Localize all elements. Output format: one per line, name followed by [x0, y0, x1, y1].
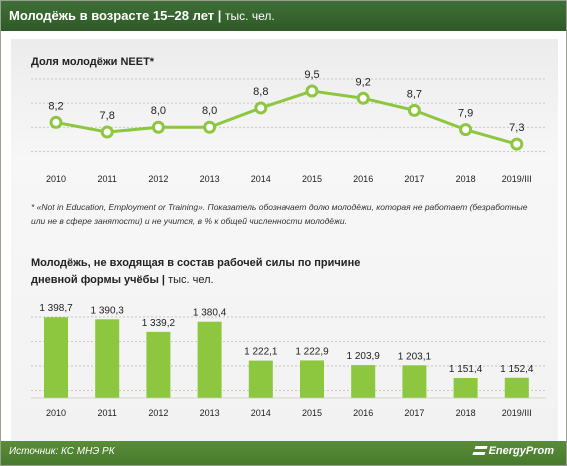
- bar-value-label-2014: 1 222,1: [244, 347, 278, 358]
- page-title-separator: |: [217, 8, 226, 23]
- line-value-label-2014: 8,8: [253, 86, 268, 98]
- line-value-label-2015: 9,5: [304, 69, 319, 81]
- line-value-label-2010: 8,2: [48, 100, 63, 112]
- line-tick-label-2018: 2018: [456, 174, 476, 184]
- page-title: Молодёжь в возрасте 15–28 лет | тыс. чел…: [9, 8, 275, 23]
- line-point-2017: [407, 103, 421, 117]
- line-chart-title: Доля молодёжи NEET*: [31, 56, 155, 68]
- bar-tick-label-2011: 2011: [98, 408, 117, 418]
- bar-chart-title-separator: |: [161, 274, 169, 286]
- line-point-2014: [254, 101, 268, 115]
- line-tick-label-2015: 2015: [302, 174, 322, 184]
- bar-tick-label-2016: 2016: [353, 408, 373, 418]
- line-point-2012: [151, 120, 165, 134]
- line-tick-label-2019/III: 2019/III: [502, 174, 532, 184]
- line-value-label-2016: 9,2: [356, 76, 371, 88]
- bar-chart-title-line2: дневной формы учёбы: [31, 274, 159, 286]
- line-value-label-2013: 8,0: [202, 105, 217, 117]
- line-tick-label-2017: 2017: [404, 174, 424, 184]
- line-point-2018: [459, 123, 473, 137]
- bar-value-label-2010: 1 398,7: [39, 303, 73, 314]
- bar-value-label-2016: 1 203,9: [347, 351, 381, 362]
- line-value-label-2017: 8,7: [407, 88, 422, 100]
- bar-2012: [146, 331, 171, 398]
- line-point-2013: [203, 120, 217, 134]
- bar-tick-label-2018: 2018: [456, 408, 476, 418]
- bar-2013: [197, 321, 222, 398]
- bar-2015: [300, 360, 324, 398]
- bar-tick-label-2019/III: 2019/III: [502, 408, 532, 418]
- bar-tick-label-2010: 2010: [46, 408, 66, 418]
- bar-value-label-2013: 1 380,4: [193, 308, 227, 319]
- line-tick-label-2012: 2012: [148, 174, 168, 184]
- bar-tick-label-2017: 2017: [404, 408, 424, 418]
- page-title-unit: тыс. чел.: [225, 9, 275, 23]
- line-tick-label-2014: 2014: [251, 174, 271, 184]
- line-tick-label-2010: 2010: [46, 174, 66, 184]
- line-value-label-2011: 7,8: [100, 110, 115, 122]
- bar-value-label-2011: 1 390,3: [91, 305, 125, 316]
- bar-2010: [44, 317, 68, 398]
- bar-2014: [248, 360, 273, 398]
- bar-2019/III: [504, 377, 529, 398]
- bar-chart-title: Молодёжь, не входящая в состав рабочей с…: [31, 255, 360, 289]
- bar-2017: [402, 365, 427, 398]
- brand-logo: EnergyProm: [471, 445, 554, 457]
- bar-tick-label-2015: 2015: [302, 408, 322, 418]
- bar-chart-title-line1: Молодёжь, не входящая в состав рабочей с…: [31, 257, 361, 269]
- bar-chart-unit: тыс. чел.: [168, 274, 214, 286]
- energyprom-icon: [471, 446, 488, 455]
- line-value-label-2019/III: 7,3: [509, 122, 524, 134]
- bar-tick-label-2014: 2014: [251, 408, 271, 418]
- bar-value-label-2015: 1 222,9: [295, 346, 329, 357]
- bar-tick-label-2013: 2013: [200, 408, 220, 418]
- line-point-2016: [356, 91, 370, 105]
- page-title-text: Молодёжь в возрасте 15–28 лет: [9, 8, 215, 23]
- line-tick-label-2016: 2016: [353, 174, 373, 184]
- line-point-2019/III: [510, 137, 524, 151]
- brand-name: EnergyProm: [488, 445, 554, 457]
- bar-2016: [351, 365, 376, 398]
- bar-value-label-2019/III: 1 152,4: [500, 364, 534, 375]
- line-tick-label-2013: 2013: [200, 174, 220, 184]
- bar-value-label-2017: 1 203,1: [398, 351, 432, 362]
- bar-tick-label-2012: 2012: [148, 408, 168, 418]
- line-point-2015: [305, 84, 319, 98]
- line-point-2010: [49, 115, 63, 129]
- bar-2018: [453, 377, 478, 398]
- source-text: Источник: КС МНЭ РК: [9, 446, 115, 457]
- footnote: * «Not in Education, Employment or Train…: [31, 202, 528, 226]
- bar-2011: [95, 319, 120, 398]
- line-tick-label-2011: 2011: [98, 174, 117, 184]
- bar-value-label-2018: 1 151,4: [449, 364, 483, 375]
- line-value-label-2012: 8,0: [151, 105, 166, 117]
- line-series: [55, 89, 518, 146]
- line-point-2011: [100, 125, 114, 139]
- bar-value-label-2012: 1 339,2: [142, 318, 176, 329]
- footer-bar: Источник: КС МНЭ РК EnergyProm: [1, 441, 566, 465]
- header-bar: Молодёжь в возрасте 15–28 лет | тыс. чел…: [1, 1, 566, 31]
- line-value-label-2018: 7,9: [458, 108, 473, 120]
